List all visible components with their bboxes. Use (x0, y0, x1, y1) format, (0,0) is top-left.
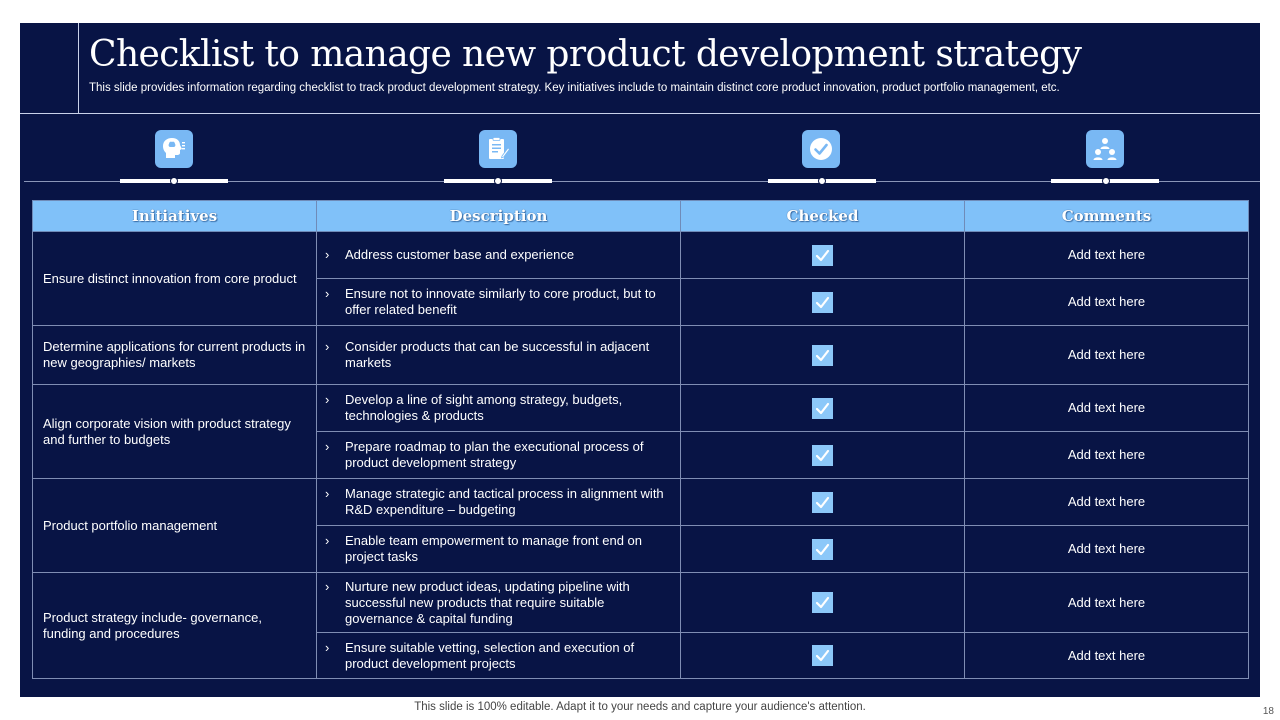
chevron-right-icon: › (325, 339, 330, 354)
icon-dot (494, 177, 502, 185)
chevron-right-icon: › (325, 392, 330, 407)
table-header-row: Initiatives Description Checked Comments (32, 200, 1249, 232)
checked-cell (680, 632, 965, 679)
chevron-right-icon: › (325, 439, 330, 454)
checkbox-checked-icon[interactable] (812, 444, 833, 466)
initiative-cell: Align corporate vision with product stra… (32, 384, 317, 479)
title-divider (78, 23, 79, 113)
description-text: Prepare roadmap to plan the executional … (345, 439, 644, 470)
table-row: Determine applications for current produ… (32, 325, 1249, 385)
page-number: 18 (1262, 706, 1274, 717)
checked-cell (680, 384, 965, 432)
checkbox-checked-icon[interactable] (812, 397, 833, 419)
description-text: Address customer base and experience (345, 247, 575, 262)
table-row: › Enable team empowerment to manage front… (33, 525, 1249, 573)
comment-cell: Add text here (964, 431, 1249, 479)
chevron-right-icon: › (325, 486, 330, 501)
description-cell: › Address customer base and experience (316, 231, 681, 279)
chevron-right-icon: › (325, 639, 330, 655)
checkbox-checked-icon[interactable] (812, 244, 833, 266)
checked-cell (680, 478, 965, 526)
slide-title: Checklist to manage new product developm… (89, 34, 1082, 75)
header-checked: Checked (680, 200, 965, 232)
chevron-right-icon: › (325, 247, 330, 262)
comment-cell: Add text here (964, 478, 1249, 526)
table-row: Product portfolio management › Manage str… (32, 478, 1249, 573)
comment-cell: Add text here (964, 325, 1249, 385)
icon-dot (170, 177, 178, 185)
comment-cell: Add text here (964, 525, 1249, 573)
icon-strip-line (24, 181, 1260, 182)
description-cell: › Develop a line of sight among strategy,… (316, 384, 681, 432)
description-cell: › Consider products that can be successfu… (316, 325, 681, 385)
header-initiatives: Initiatives (32, 200, 317, 232)
header-description: Description (316, 200, 681, 232)
checklist-table: Initiatives Description Checked Comments… (32, 200, 1249, 679)
chevron-right-icon: › (325, 578, 330, 594)
comment-cell: Add text here (964, 572, 1249, 633)
checked-cell (680, 278, 965, 326)
table-row: Product strategy include- governance, fu… (32, 572, 1249, 679)
chevron-right-icon: › (325, 533, 330, 548)
icon-dot (1102, 177, 1110, 185)
checkbox-checked-icon[interactable] (812, 291, 833, 313)
checkbox-checked-icon[interactable] (812, 344, 833, 366)
checked-cell (680, 231, 965, 279)
initiative-cell: Product strategy include- governance, fu… (32, 572, 317, 679)
table-row: › Prepare roadmap to plan the executional… (33, 431, 1249, 479)
table-row: Ensure distinct innovation from core pro… (32, 231, 1249, 326)
description-cell: › Ensure suitable vetting, selection and … (316, 632, 681, 679)
initiative-cell: Determine applications for current produ… (32, 325, 317, 385)
comment-cell: Add text here (964, 632, 1249, 679)
icon-dot (818, 177, 826, 185)
description-cell: › Manage strategic and tactical process i… (316, 478, 681, 526)
team-hierarchy-icon (1086, 130, 1124, 168)
description-cell: › Prepare roadmap to plan the executional… (316, 431, 681, 479)
checkbox-checked-icon[interactable] (812, 645, 833, 666)
comment-cell: Add text here (964, 384, 1249, 432)
description-text: Manage strategic and tactical process in… (345, 486, 664, 517)
table-row: › Ensure not to innovate similarly to cor… (33, 278, 1249, 326)
checked-cell (680, 525, 965, 573)
description-text: Ensure suitable vetting, selection and e… (345, 639, 635, 671)
description-text: Consider products that can be successful… (345, 339, 650, 370)
description-text: Nurture new product ideas, updating pipe… (345, 578, 630, 626)
header-comments: Comments (964, 200, 1249, 232)
checklist-document-icon (479, 130, 517, 168)
checked-cell (680, 325, 965, 385)
table-row: Align corporate vision with product stra… (32, 384, 1249, 479)
table-row: › Ensure suitable vetting, selection and … (33, 632, 1249, 679)
description-text: Ensure not to innovate similarly to core… (345, 286, 656, 317)
checkmark-circle-icon (802, 130, 840, 168)
slide: Checklist to manage new product developm… (20, 23, 1260, 697)
checked-cell (680, 431, 965, 479)
brain-head-icon (155, 130, 193, 168)
description-text: Enable team empowerment to manage front … (345, 533, 643, 564)
checked-cell (680, 572, 965, 633)
slide-footer: This slide is 100% editable. Adapt it to… (414, 701, 866, 713)
comment-cell: Add text here (964, 278, 1249, 326)
initiative-cell: Product portfolio management (32, 478, 317, 573)
slide-subtitle: This slide provides information regardin… (89, 82, 1060, 94)
description-text: Develop a line of sight among strategy, … (345, 392, 623, 423)
comment-cell: Add text here (964, 231, 1249, 279)
description-cell: › Nurture new product ideas, updating pip… (316, 572, 681, 633)
checkbox-checked-icon[interactable] (812, 538, 833, 560)
checkbox-checked-icon[interactable] (812, 592, 833, 613)
initiative-cell: Ensure distinct innovation from core pro… (32, 231, 317, 326)
title-rule (20, 113, 1260, 114)
description-cell: › Ensure not to innovate similarly to cor… (316, 278, 681, 326)
chevron-right-icon: › (325, 286, 330, 301)
checkbox-checked-icon[interactable] (812, 491, 833, 513)
description-cell: › Enable team empowerment to manage front… (316, 525, 681, 573)
